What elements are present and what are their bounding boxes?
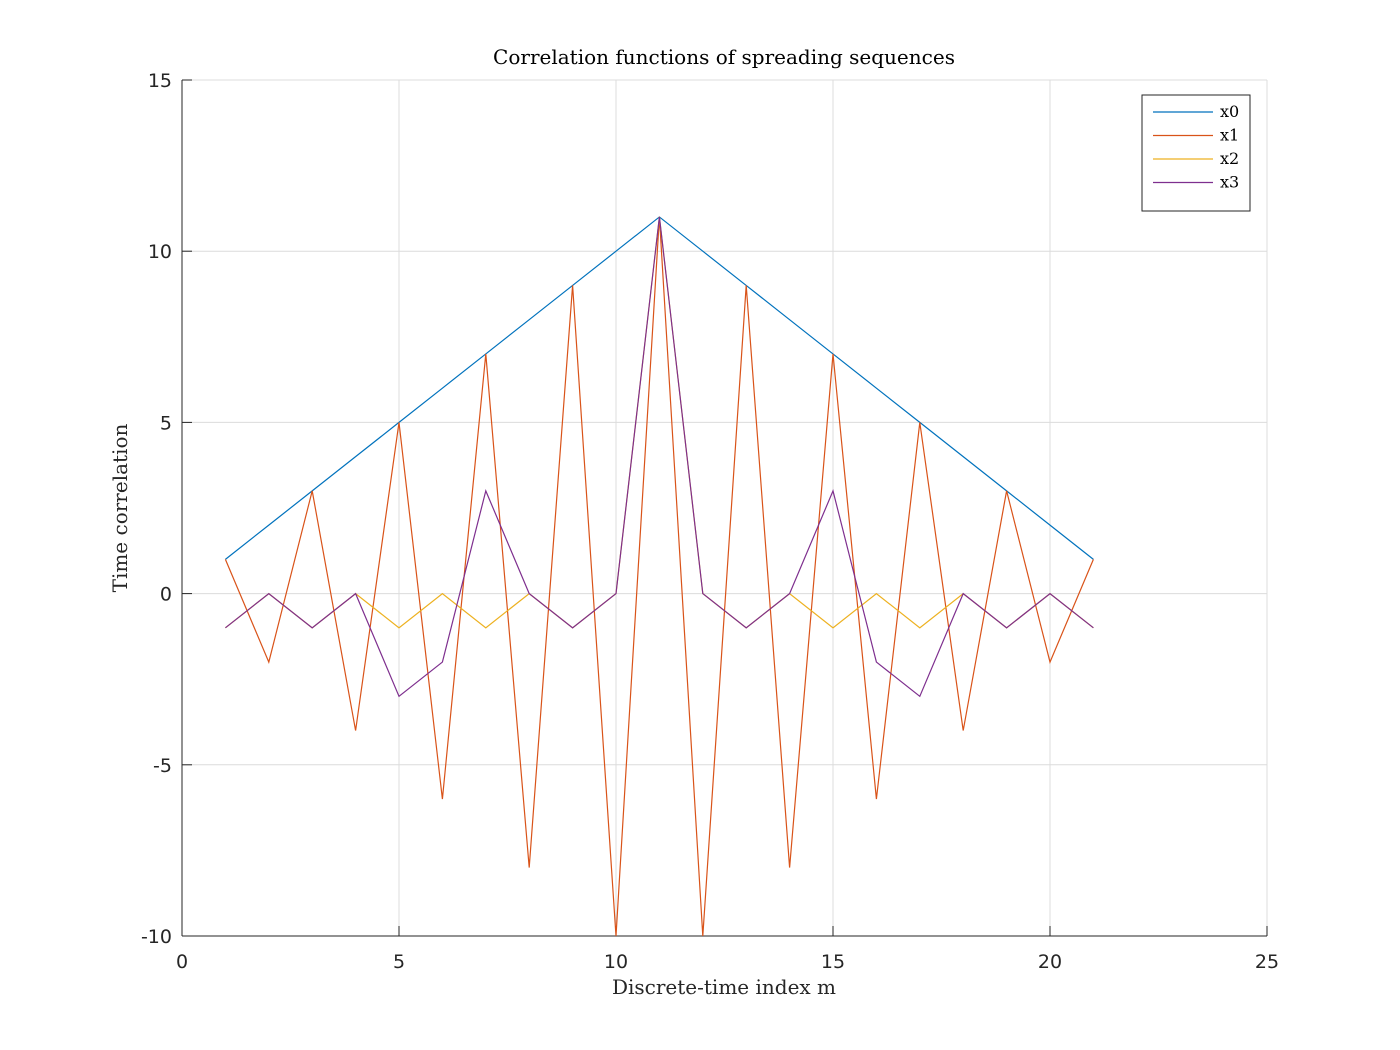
x-tick-label: 10 bbox=[604, 951, 628, 973]
y-tick-label: -10 bbox=[141, 926, 172, 948]
legend-label-x0: x0 bbox=[1220, 102, 1239, 121]
legend-label-x3: x3 bbox=[1220, 173, 1239, 192]
y-tick-label: 5 bbox=[160, 412, 172, 434]
x-tick-label: 20 bbox=[1038, 951, 1062, 973]
x-tick-label: 15 bbox=[821, 951, 845, 973]
legend: x0 x1 x2 x3 bbox=[1141, 94, 1251, 212]
grid bbox=[181, 79, 1268, 937]
legend-box bbox=[1141, 94, 1251, 212]
legend-label-x2: x2 bbox=[1220, 149, 1239, 168]
y-tick-label: 15 bbox=[148, 70, 172, 92]
x-tick-label: 25 bbox=[1255, 951, 1279, 973]
plot-area bbox=[182, 80, 1267, 936]
x-tick-label: 5 bbox=[393, 951, 405, 973]
series-lines bbox=[224, 216, 1094, 937]
y-tick-label: -5 bbox=[153, 755, 172, 777]
chart-title: Correlation functions of spreading seque… bbox=[493, 45, 955, 69]
series-line-x3 bbox=[225, 216, 1094, 698]
x-tick-label: 0 bbox=[176, 951, 188, 973]
x-axis-label: Discrete-time index m bbox=[612, 975, 836, 999]
legend-label-x1: x1 bbox=[1220, 126, 1239, 145]
y-tick-label: 10 bbox=[148, 241, 172, 263]
y-tick-label: 0 bbox=[160, 584, 172, 606]
y-axis-label: Time correlation bbox=[108, 424, 132, 593]
